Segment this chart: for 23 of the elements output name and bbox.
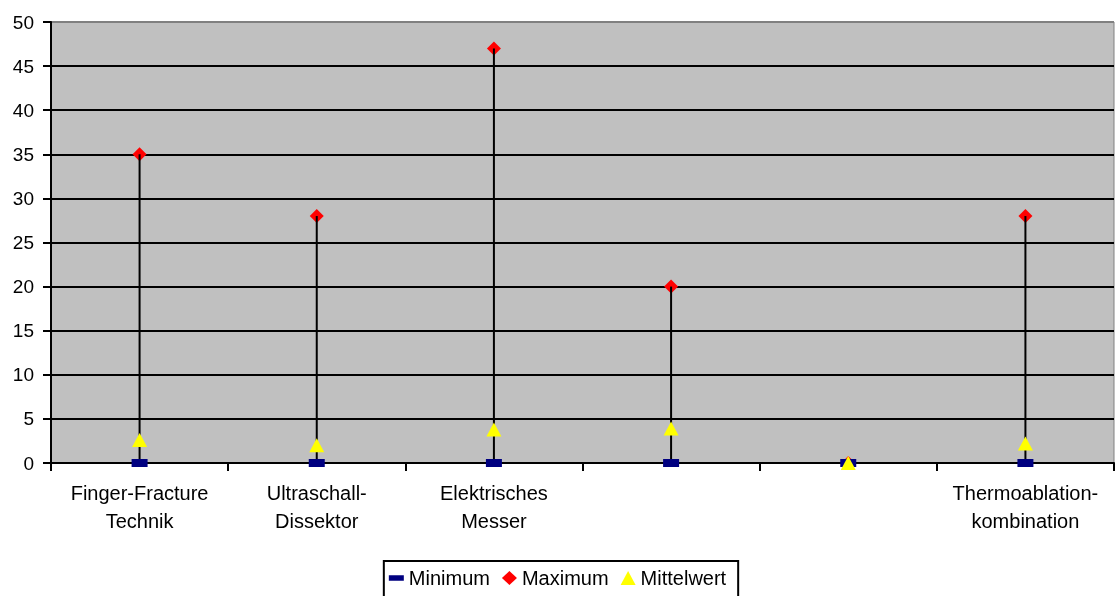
legend-label: Mittelwert: [640, 567, 727, 589]
point: [309, 438, 325, 453]
y-tick-label: 10: [12, 364, 34, 386]
x-tick-label: Thermoablation-kombination: [952, 482, 1099, 532]
x-tick-label: Elektrisches Messer: [440, 482, 548, 532]
x-tick-label: Finger-Fracture Technik: [70, 482, 209, 532]
point: [486, 422, 502, 437]
y-tick-label: 5: [23, 408, 34, 430]
y-tick-label: 45: [12, 55, 34, 77]
y-tick-label: 25: [12, 232, 34, 253]
point: [1017, 436, 1033, 451]
y-tick-label: 40: [12, 99, 34, 121]
legend-label: Maximum: [521, 567, 609, 589]
y-tick-label: 15: [12, 320, 34, 342]
x-tick-label: Ultraschall-Dissektor: [266, 482, 367, 532]
y-tick-label: 50: [12, 11, 34, 33]
point: [663, 421, 679, 436]
y-tick-label: 30: [12, 187, 34, 209]
y-tick-label: 20: [12, 276, 34, 298]
point: [132, 433, 148, 448]
y-tick-label: 0: [23, 452, 34, 474]
legend-label: Minimum: [408, 567, 490, 589]
y-tick-label: 35: [12, 143, 34, 165]
